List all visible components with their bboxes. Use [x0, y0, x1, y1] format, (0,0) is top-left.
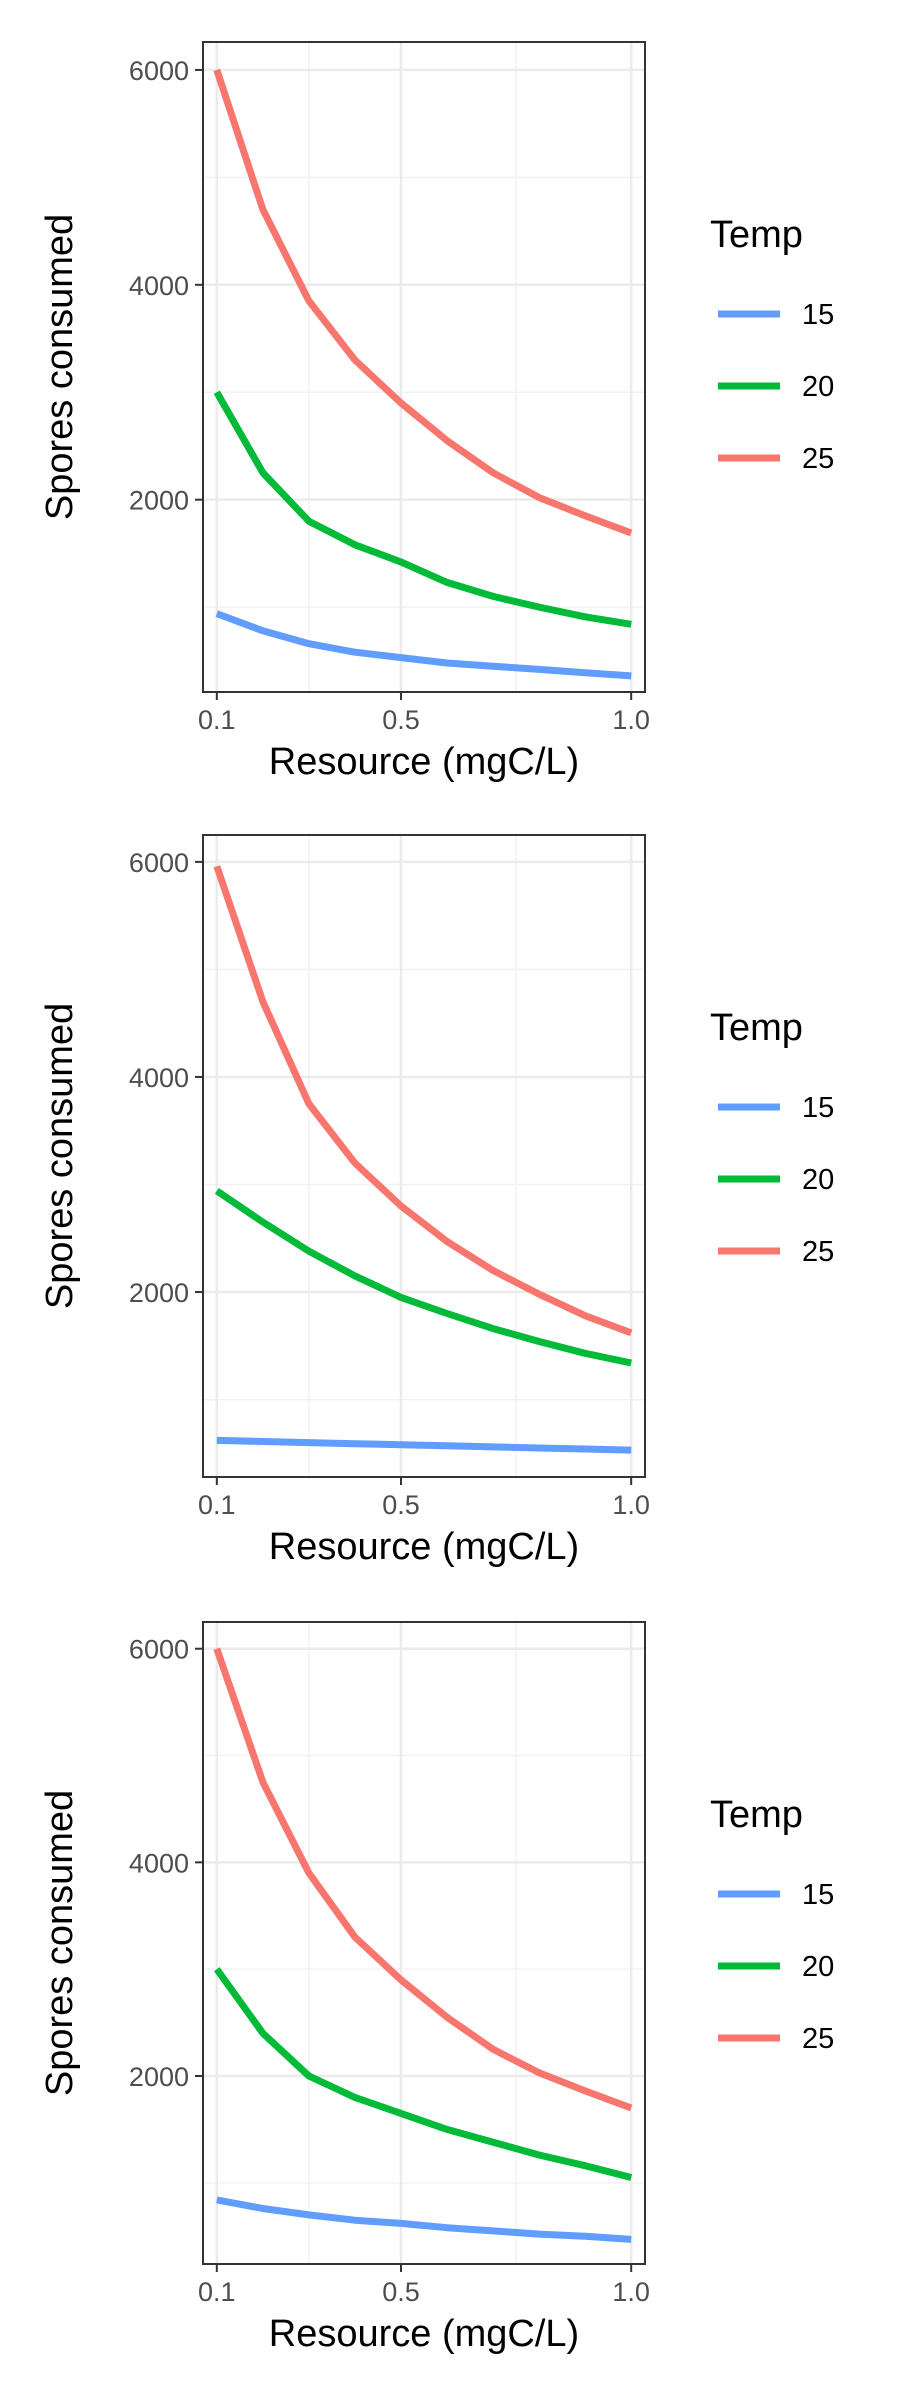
series-line-temp-20 — [214, 1188, 632, 1367]
series-line-temp-20 — [213, 1967, 633, 2181]
x-tick-label: 0.5 — [382, 2277, 420, 2307]
x-tick-label: 1.0 — [612, 705, 650, 735]
legend-label-temp-15: 15 — [802, 1092, 834, 1124]
x-axis-title: Resource (mgC/L) — [269, 1526, 579, 1568]
y-tick-label: 6000 — [129, 848, 189, 878]
legend-label-temp-15: 15 — [802, 299, 834, 331]
legend-title: Temp — [710, 214, 803, 256]
series-line-temp-15 — [216, 2196, 632, 2243]
panel-border — [202, 1621, 646, 2265]
panel-border — [202, 834, 646, 1478]
plot-background — [203, 42, 645, 692]
plot-background — [203, 1622, 645, 2264]
y-tick-label: 2000 — [129, 2062, 189, 2092]
y-tick-label: 6000 — [129, 56, 189, 86]
y-tick-label: 2000 — [129, 1278, 189, 1308]
legend-label-temp-20: 20 — [802, 1951, 834, 1983]
x-tick-label: 1.0 — [612, 1490, 650, 1520]
series-line-temp-15 — [215, 610, 632, 680]
x-tick-label: 0.5 — [382, 1490, 420, 1520]
x-tick-label: 0.1 — [198, 1490, 236, 1520]
legend-label-temp-20: 20 — [802, 371, 834, 403]
x-tick-label: 0.1 — [198, 2277, 236, 2307]
panel-border — [202, 41, 646, 693]
plot-background — [203, 835, 645, 1477]
y-tick-label: 4000 — [129, 1848, 189, 1878]
x-axis-title: Resource (mgC/L) — [269, 741, 579, 783]
legend-label-temp-25: 25 — [802, 2023, 834, 2055]
legend-title: Temp — [710, 1794, 803, 1836]
series-line-temp-25 — [213, 865, 633, 1337]
y-axis-title: Spores consumed — [39, 214, 81, 520]
y-axis-title: Spores consumed — [39, 1003, 81, 1309]
series-line-temp-15 — [216, 1436, 632, 1454]
series-line-temp-25 — [213, 68, 633, 537]
legend-label-temp-25: 25 — [802, 1236, 834, 1268]
y-tick-label: 2000 — [129, 486, 189, 516]
x-axis-title: Resource (mgC/L) — [269, 2313, 579, 2355]
legend-label-temp-25: 25 — [802, 443, 834, 475]
y-tick-label: 4000 — [129, 271, 189, 301]
legend-title: Temp — [710, 1007, 803, 1049]
series-line-temp-25 — [213, 1647, 633, 2112]
chart-panel-1: 0.1 0.5 1.0 2000 4000 6000 Resource (mgC/L) Spo… — [39, 41, 834, 783]
legend-label-temp-15: 15 — [802, 1879, 834, 1911]
chart-panel-3: 0.1 0.5 1.0 2000 4000 6000 Resource (mgC/L) Spo… — [39, 1621, 834, 2355]
series-line-temp-20 — [213, 390, 632, 628]
x-tick-label: 0.1 — [198, 705, 236, 735]
y-tick-label: 4000 — [129, 1063, 189, 1093]
x-tick-label: 1.0 — [612, 2277, 650, 2307]
chart-panel-2: 0.1 0.5 1.0 2000 4000 6000 Resource (mgC/L) Spo… — [39, 834, 834, 1568]
y-axis-title: Spores consumed — [39, 1790, 81, 2096]
legend-label-temp-20: 20 — [802, 1164, 834, 1196]
x-tick-label: 0.5 — [382, 705, 420, 735]
y-tick-label: 6000 — [129, 1635, 189, 1665]
